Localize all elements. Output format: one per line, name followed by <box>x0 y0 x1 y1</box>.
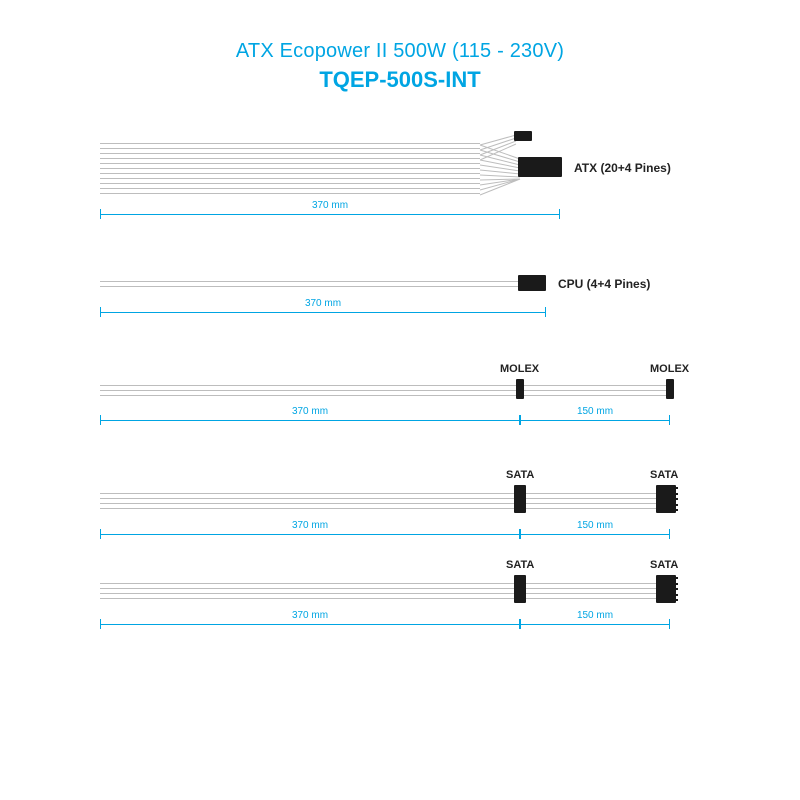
cpu-wires <box>100 281 518 287</box>
row-atx: ATX (20+4 Pines) 370 mm <box>100 133 700 233</box>
atx-wires <box>100 143 480 194</box>
sata-b-wires <box>100 583 656 599</box>
molex-connector-1 <box>516 379 524 399</box>
diagram-canvas: ATX Ecopower II 500W (115 - 230V) TQEP-5… <box>100 40 700 643</box>
sata-b-dim-2: 150 mm <box>520 619 670 629</box>
sata-b-dim1-label: 370 mm <box>292 610 328 621</box>
row-cpu: CPU (4+4 Pines) 370 mm <box>100 263 700 333</box>
product-title: ATX Ecopower II 500W (115 - 230V) <box>100 40 700 63</box>
molex-dim1-label: 370 mm <box>292 406 328 417</box>
atx-label: ATX (20+4 Pines) <box>574 161 671 175</box>
molex-connector-2 <box>666 379 674 399</box>
sata-a-label-1: SATA <box>506 469 534 481</box>
sata-b-label-2: SATA <box>650 559 678 571</box>
cpu-dim-label: 370 mm <box>305 298 341 309</box>
row-molex: MOLEX MOLEX 370 mm 150 mm <box>100 363 700 443</box>
sata-b-connector-2 <box>656 575 676 603</box>
sata-a-dim2-label: 150 mm <box>577 520 613 531</box>
cable-rows: ATX (20+4 Pines) 370 mm CPU (4+4 Pines) … <box>100 133 700 643</box>
molex-wires <box>100 385 670 396</box>
molex-label-1: MOLEX <box>500 363 539 375</box>
sata-b-connector-1 <box>514 575 526 603</box>
molex-dim-1: 370 mm <box>100 415 520 425</box>
atx-20pin-connector <box>518 157 562 177</box>
cpu-dim: 370 mm <box>100 307 546 317</box>
sata-a-dim-2: 150 mm <box>520 529 670 539</box>
sata-b-label-1: SATA <box>506 559 534 571</box>
sata-a-label-2: SATA <box>650 469 678 481</box>
product-model: TQEP-500S-INT <box>100 67 700 93</box>
molex-dim2-label: 150 mm <box>577 406 613 417</box>
sata-a-connector-2 <box>656 485 676 513</box>
cpu-label: CPU (4+4 Pines) <box>558 277 650 291</box>
sata-b-dim2-label: 150 mm <box>577 610 613 621</box>
atx-dim: 370 mm <box>100 209 560 219</box>
row-sata-b: SATA SATA 370 mm 150 mm <box>100 563 700 643</box>
molex-dim-2: 150 mm <box>520 415 670 425</box>
sata-a-dim1-label: 370 mm <box>292 520 328 531</box>
atx-dim-label: 370 mm <box>312 200 348 211</box>
row-sata-a: SATA SATA 370 mm 150 mm <box>100 473 700 553</box>
sata-a-dim-1: 370 mm <box>100 529 520 539</box>
sata-a-connector-1 <box>514 485 526 513</box>
molex-label-2: MOLEX <box>650 363 689 375</box>
atx-4pin-connector <box>514 131 532 141</box>
sata-a-wires <box>100 493 656 509</box>
sata-b-dim-1: 370 mm <box>100 619 520 629</box>
cpu-connector <box>518 275 546 291</box>
